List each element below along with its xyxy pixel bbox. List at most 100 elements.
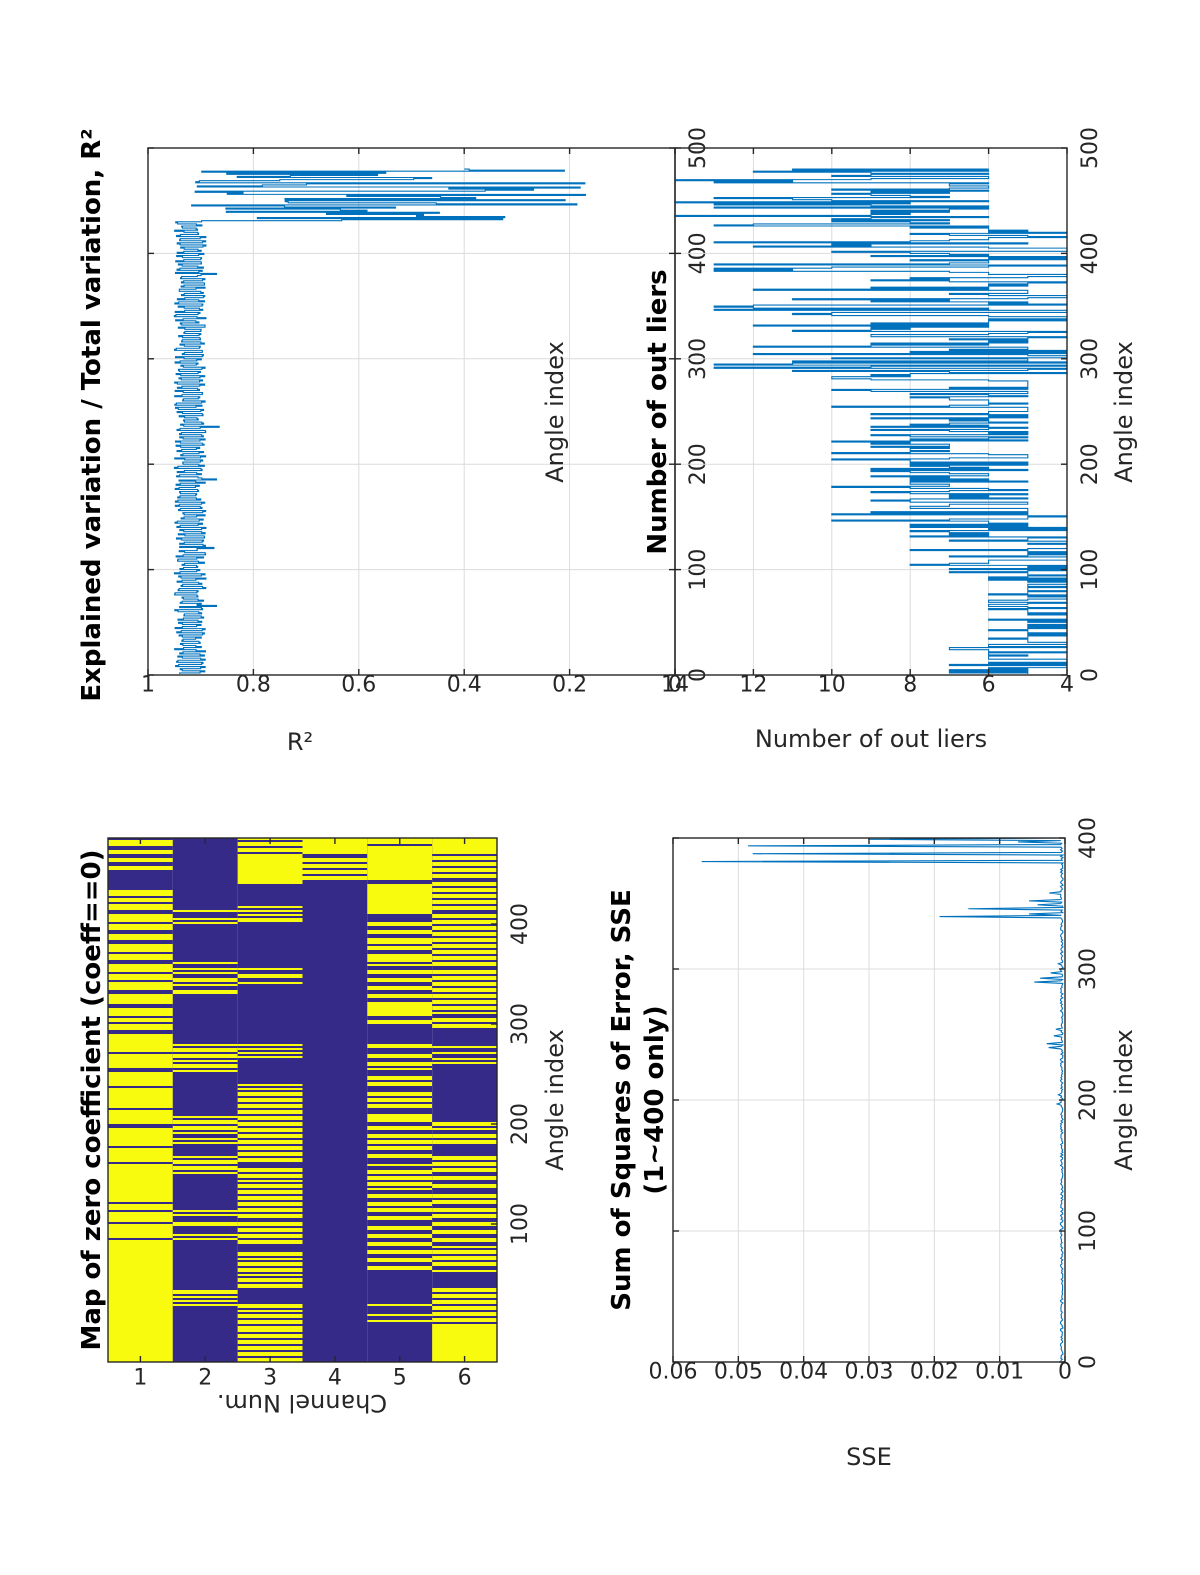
- heatmap-zero-cell: [237, 1334, 303, 1338]
- heatmap-zero-cell: [432, 1294, 497, 1298]
- heatmap-zero-cell: [367, 1320, 433, 1322]
- sse-ytick-label: 0.04: [779, 1360, 828, 1385]
- heatmap-zero-cell: [237, 1352, 303, 1356]
- heatmap-zero-cell: [172, 1296, 238, 1298]
- heatmap-zero-cell: [432, 1300, 497, 1304]
- heatmap-zero-cell: [237, 1048, 303, 1050]
- heatmap-zero-cell: [432, 1184, 497, 1188]
- heatmap-zero-cell: [237, 1196, 303, 1200]
- heatmap-axes-box: [107, 837, 498, 1363]
- heatmap-zero-cell: [237, 1146, 303, 1150]
- r2-grid: [147, 147, 676, 676]
- heatmap-zero-cell: [237, 1180, 303, 1182]
- heatmap-zero-cell: [432, 1324, 497, 1362]
- heatmap-zero-cell: [367, 1234, 433, 1238]
- heatmap-zero-cell: [367, 1154, 433, 1158]
- outliers-plot: 0 100 200 300 400 500 4 6 8 10 12 14 Number of out …: [643, 127, 1138, 753]
- outliers-ytick-label: 12: [739, 673, 767, 698]
- heatmap-zero-cell: [432, 1208, 497, 1212]
- outliers-xtick-label: 400: [1078, 232, 1103, 274]
- heatmap-zero-cell: [237, 974, 303, 978]
- heatmap-zero-cell: [108, 850, 173, 854]
- heatmap-zero-cell: [172, 1210, 238, 1212]
- r2-title: Explained variation / Total variation, R…: [77, 128, 107, 701]
- heatmap-zero-cell: [108, 1024, 173, 1030]
- heatmap-zero-cell: [172, 1054, 238, 1058]
- heatmap-zero-cell: [237, 1262, 303, 1266]
- heatmap-zero-cell: [432, 1058, 497, 1060]
- heatmap-zero-cell: [367, 1266, 433, 1270]
- outliers-xtick-label: 500: [1078, 127, 1103, 169]
- heatmap-zero-cell: [237, 1128, 303, 1132]
- outliers-xtick-label: 0: [1078, 668, 1103, 682]
- heatmap-zero-cell: [367, 1304, 433, 1306]
- heatmap-zero-cell: [302, 870, 368, 874]
- heatmap-zero-cell: [172, 1234, 238, 1236]
- heatmap-ytick-label: 5: [393, 1366, 407, 1391]
- sse-title: Sum of Squares of Error, SSE: [607, 889, 637, 1310]
- heatmap-zero-cell: [172, 1222, 238, 1224]
- heatmap-zero-cell: [432, 994, 497, 998]
- heatmap-zero-cell: [367, 1182, 433, 1186]
- heatmap-zero-cell: [367, 846, 433, 880]
- heatmap-zero-cell: [302, 876, 368, 880]
- r2-xlabel: Angle index: [541, 341, 569, 483]
- heatmap-zero-cell: [172, 1156, 238, 1158]
- heatmap-zero-cell: [367, 986, 433, 990]
- heatmap-zero-cell: [108, 944, 173, 952]
- heatmap-zero-cell: [432, 1176, 497, 1180]
- outliers-ylabel: Number of out liers: [755, 725, 987, 753]
- heatmap-zero-cell: [172, 1214, 238, 1216]
- heatmap-zero-cell: [108, 914, 173, 922]
- sse-xtick-label: 300: [1076, 948, 1101, 990]
- heatmap-zero-cell: [237, 1184, 303, 1188]
- heatmap-zero-cell: [237, 1134, 303, 1138]
- heatmap-zero-cell: [108, 898, 173, 902]
- heatmap-zero-cell: [367, 1226, 433, 1230]
- heatmap-zero-cell: [237, 854, 303, 884]
- heatmap-zero-cell: [432, 1052, 497, 1054]
- heatmap-zero-cell: [237, 1174, 303, 1178]
- r2-ytick-label: 0.6: [341, 673, 376, 698]
- heatmap-zero-cell: [237, 1268, 303, 1272]
- heatmap-zero-cell: [432, 1238, 497, 1242]
- heatmap-zero-cell: [432, 1246, 497, 1248]
- heatmap-zero-cell: [237, 1152, 303, 1156]
- heatmap-zero-cell: [108, 924, 173, 930]
- heatmap-zero-cell: [367, 938, 433, 944]
- heatmap-zero-cell: [172, 1116, 238, 1118]
- heatmap-zero-cell: [367, 1176, 433, 1180]
- sse-ytick-label: 0.03: [845, 1360, 894, 1385]
- heatmap-zero-cell: [172, 1142, 238, 1144]
- sse-ytick-label: 0.05: [714, 1360, 763, 1385]
- heatmap-cells: [108, 838, 497, 1362]
- heatmap-zero-cell: [237, 982, 303, 984]
- heatmap-xtick-label: 100: [508, 1203, 533, 1245]
- heatmap-zero-cell: [367, 930, 433, 934]
- heatmap-zero-cell: [108, 934, 173, 940]
- heatmap-zero-cell: [172, 1290, 238, 1294]
- heatmap-zero-cell: [237, 1314, 303, 1318]
- outliers-ytick-label: 4: [1060, 673, 1074, 698]
- heatmap-zero-cell: [237, 1214, 303, 1218]
- heatmap-zero-cell: [367, 964, 433, 966]
- heatmap-zero-cell: [172, 1044, 238, 1046]
- heatmap-zero-cell: [172, 1238, 238, 1240]
- heatmap-zero-cell: [367, 970, 433, 974]
- heatmap-zero-cell: [432, 1062, 497, 1064]
- heatmap-ytick-label: 1: [133, 1366, 147, 1391]
- heatmap-zero-cell: [432, 1312, 497, 1316]
- heatmap-zero-cell: [367, 1208, 433, 1212]
- heatmap-zero-cell: [432, 894, 497, 898]
- sse-title-line2: (1~400 only): [640, 1005, 670, 1194]
- heatmap-zero-cell: [108, 890, 173, 896]
- outliers-series-line: [674, 168, 1068, 674]
- heatmap-zero-cell: [237, 1284, 303, 1288]
- heatmap-zero-cell: [432, 1134, 497, 1138]
- heatmap-zero-cell: [432, 856, 497, 860]
- heatmap-xtick-label: 300: [508, 1003, 533, 1045]
- heatmap-zero-cell: [237, 1222, 303, 1226]
- heatmap-zero-cell: [432, 1318, 497, 1322]
- heatmap-ytick-label: 6: [458, 1366, 472, 1391]
